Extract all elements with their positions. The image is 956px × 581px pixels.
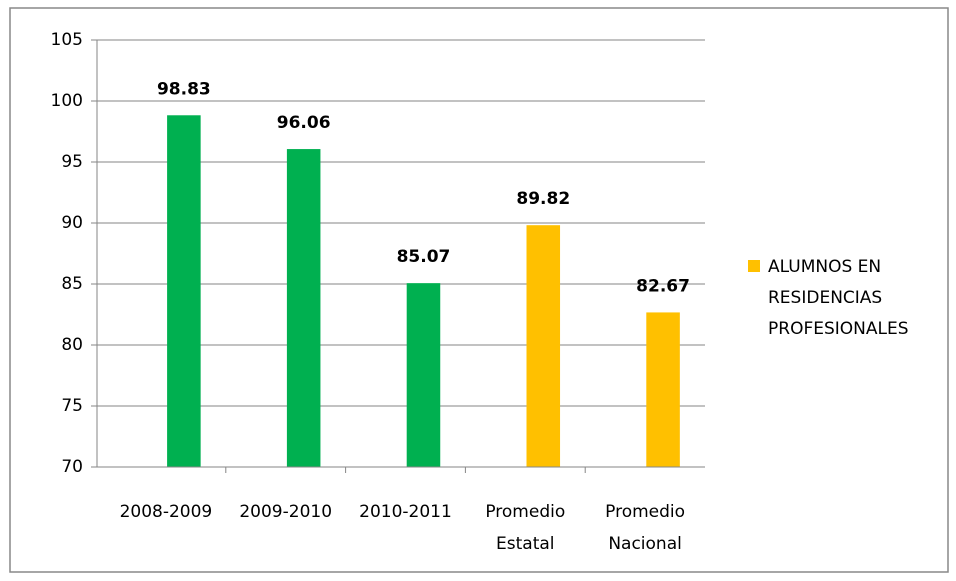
bar (167, 115, 201, 468)
x-tick-label: Promedio Nacional (605, 502, 686, 554)
y-tick-label: 95 (61, 152, 83, 172)
bar (406, 283, 441, 467)
value-label: 96.06 (277, 113, 331, 133)
bar (286, 149, 321, 467)
bar (646, 312, 680, 467)
chart-border (9, 7, 949, 573)
value-label: 82.67 (636, 276, 690, 296)
value-label: 85.07 (397, 247, 451, 267)
y-tick-label: 105 (51, 30, 83, 50)
y-tick-label: 75 (61, 396, 83, 416)
value-label: 98.83 (157, 79, 211, 99)
y-tick-label: 100 (51, 91, 83, 111)
x-tick-label: 2008-2009 (119, 502, 213, 522)
x-tick-label: 2009-2010 (239, 502, 333, 522)
x-tick-label: Promedio Estatal (485, 502, 566, 554)
bar (526, 225, 561, 467)
legend-label: ALUMNOS EN RESIDENCIAS PROFESIONALES (768, 257, 909, 339)
value-label: 89.82 (516, 189, 570, 209)
y-tick-label: 70 (61, 457, 83, 477)
y-tick-label: 85 (61, 274, 83, 294)
y-tick-label: 90 (61, 213, 83, 233)
legend-marker (748, 260, 760, 272)
y-tick-label: 80 (61, 335, 83, 355)
x-tick-label: 2010-2011 (359, 502, 452, 522)
